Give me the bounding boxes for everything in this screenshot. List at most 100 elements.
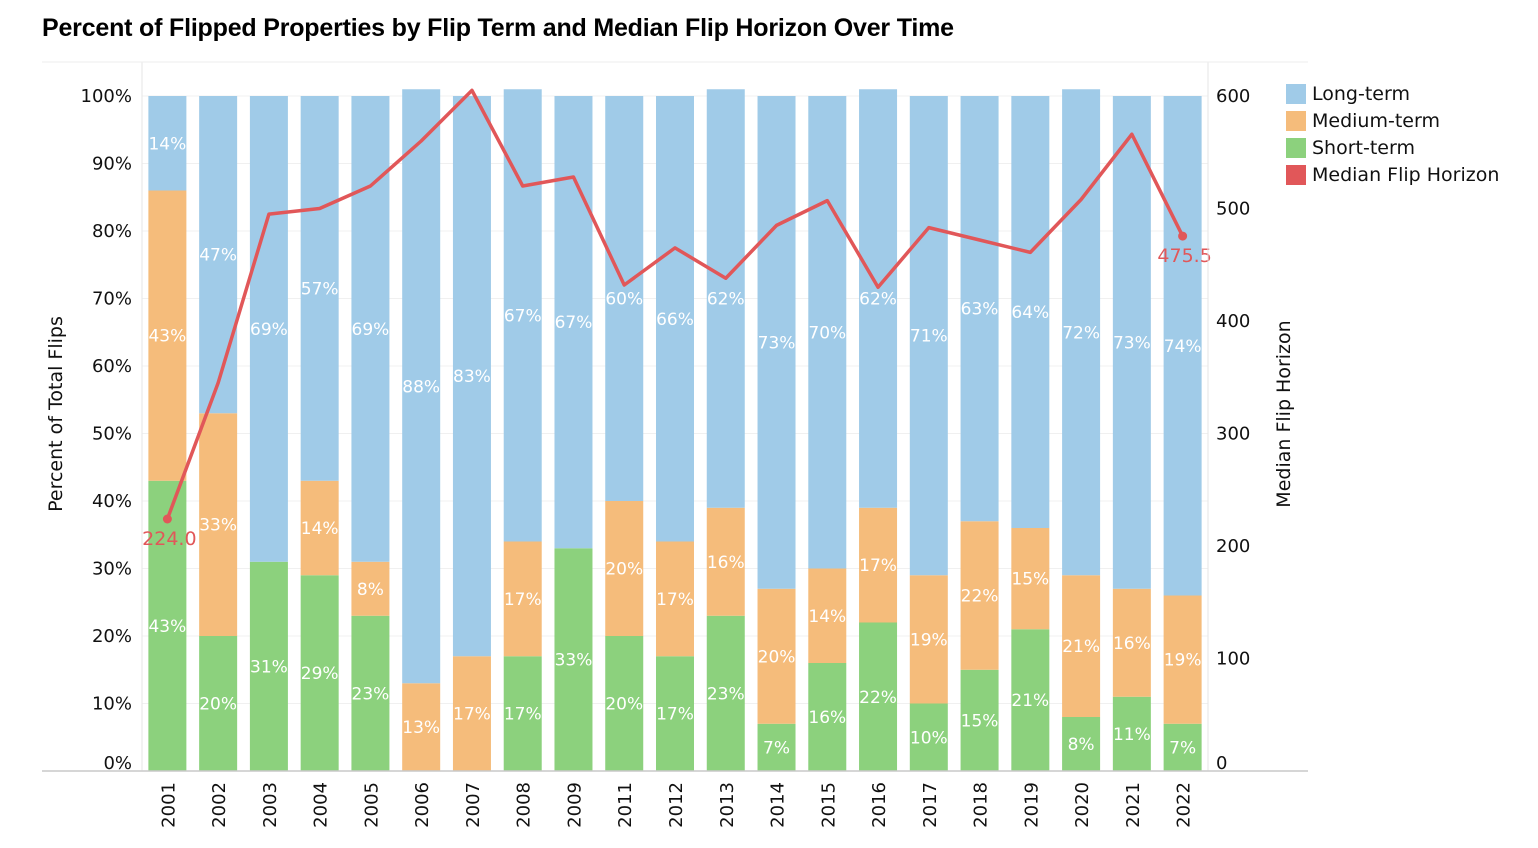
x-tick-label-2009: 2009: [564, 782, 585, 828]
segment-label-medium-term-2018: 22%: [961, 587, 999, 607]
segment-label-long-term-2014: 73%: [758, 333, 796, 353]
bar-long-term-2018: [960, 96, 999, 522]
y2-tick-label: 0: [1216, 753, 1227, 774]
bar-long-term-2004: [300, 96, 339, 481]
segment-label-short-term-2004: 29%: [301, 664, 339, 684]
bar-short-term-2011: [605, 636, 644, 771]
bar-medium-term-2012: [656, 541, 694, 657]
bar-short-term-2008: [503, 656, 542, 771]
legend: Long-term Medium-term Short-term Median …: [1286, 80, 1499, 188]
bar-short-term-2022: [1163, 723, 1202, 771]
bar-medium-term-2005: [351, 561, 390, 616]
bar-medium-term-2016: [859, 507, 898, 623]
x-tick-label-2022: 2022: [1174, 782, 1195, 828]
segment-label-short-term-2015: 16%: [808, 708, 846, 728]
segment-label-long-term-2013: 62%: [707, 290, 745, 310]
bar-short-term-2004: [300, 575, 339, 771]
legend-item-short-term[interactable]: Short-term: [1286, 134, 1499, 161]
x-tick-label-2003: 2003: [260, 782, 281, 828]
segment-label-long-term-2020: 72%: [1062, 323, 1100, 343]
segment-label-medium-term-2012: 17%: [656, 590, 694, 610]
bar-short-term-2012: [656, 656, 694, 771]
y-axis-title: Percent of Total Flips: [45, 316, 67, 512]
median-line-end-label: 224.0: [142, 528, 196, 550]
segment-label-long-term-2017: 71%: [910, 327, 948, 347]
legend-label-short-term: Short-term: [1312, 136, 1415, 159]
y2-tick-label: 300: [1216, 424, 1250, 445]
bar-long-term-2009: [554, 96, 593, 549]
segment-labels: 43% 43% 14% 20% 33% 47% 31% 69% 29% 14% 57% 23% 8% 69…: [148, 134, 1201, 758]
bar-short-term-2020: [1062, 717, 1101, 771]
bar-short-term-2002: [199, 636, 238, 771]
bar-short-term-2019: [1011, 629, 1050, 771]
bar-short-term-2003: [249, 561, 288, 771]
y-tick-label: 60%: [92, 356, 132, 377]
y-tick-label: 100%: [81, 86, 132, 107]
legend-swatch-median-flip-horizon: [1286, 164, 1306, 185]
bar-short-term-2017: [909, 703, 948, 771]
x-tick-label-2012: 2012: [666, 782, 687, 828]
segment-label-short-term-2016: 22%: [859, 688, 897, 708]
bar-long-term-2019: [1011, 96, 1050, 528]
segment-label-short-term-2012: 17%: [656, 705, 694, 725]
x-tick-label-2018: 2018: [971, 782, 992, 828]
y-tick-label: 0%: [103, 753, 132, 774]
segment-label-medium-term-2016: 17%: [859, 556, 897, 576]
segment-label-long-term-2022: 74%: [1164, 337, 1202, 357]
bar-medium-term-2011: [605, 501, 644, 636]
segment-label-medium-term-2006: 13%: [402, 718, 440, 738]
bar-long-term-2002: [199, 96, 238, 414]
segment-label-long-term-2005: 69%: [352, 320, 390, 340]
y-tick-label: 90%: [92, 154, 132, 175]
segment-label-long-term-2019: 64%: [1011, 303, 1049, 323]
x-tick-label-2002: 2002: [209, 782, 230, 828]
bar-medium-term-2020: [1062, 575, 1101, 717]
segment-label-long-term-2002: 47%: [199, 246, 237, 266]
bar-short-term-2005: [351, 615, 390, 771]
legend-label-median-flip-horizon: Median Flip Horizon: [1312, 163, 1500, 186]
bars: [148, 89, 1202, 771]
segment-label-long-term-2021: 73%: [1113, 333, 1151, 353]
segment-label-medium-term-2022: 19%: [1164, 651, 1202, 671]
x-tick-label-2001: 2001: [158, 782, 179, 828]
segment-label-short-term-2021: 11%: [1113, 725, 1151, 745]
bar-medium-term-2018: [960, 521, 999, 670]
bar-long-term-2015: [808, 96, 847, 569]
segment-label-medium-term-2014: 20%: [758, 647, 796, 667]
segment-label-long-term-2006: 88%: [402, 377, 440, 397]
bar-long-term-2016: [859, 89, 898, 508]
segment-label-medium-term-2004: 14%: [301, 519, 339, 539]
bar-short-term-2015: [808, 663, 847, 771]
axes: 0% 10% 20% 30% 40% 50% 60% 70% 80% 90% 100% 0 100 200…: [42, 61, 1308, 828]
segment-label-long-term-2008: 67%: [504, 306, 542, 326]
bar-medium-term-2013: [706, 507, 745, 616]
median-line-end-label: 475.5: [1157, 245, 1211, 267]
median-line-layer: 224.0 475.5: [142, 88, 1212, 550]
segment-label-long-term-2016: 62%: [859, 290, 897, 310]
legend-label-medium-term: Medium-term: [1312, 109, 1440, 132]
segment-label-short-term-2008: 17%: [504, 705, 542, 725]
legend-item-medium-term[interactable]: Medium-term: [1286, 107, 1499, 134]
y-tick-label: 10%: [92, 694, 132, 715]
segment-label-medium-term-2011: 20%: [605, 560, 643, 580]
segment-label-medium-term-2008: 17%: [504, 590, 542, 610]
segment-label-short-term-2005: 23%: [352, 684, 390, 704]
y2-axis-title: Median Flip Horizon: [1273, 320, 1295, 507]
bar-long-term-2007: [452, 96, 491, 657]
segment-label-short-term-2013: 23%: [707, 684, 745, 704]
segment-label-short-term-2001: 43%: [148, 617, 186, 637]
x-tick-label-2011: 2011: [615, 782, 636, 828]
segment-label-medium-term-2015: 14%: [808, 607, 846, 627]
legend-swatch-medium-term: [1286, 110, 1306, 131]
bar-long-term-2013: [706, 89, 745, 508]
segment-label-short-term-2014: 7%: [763, 738, 790, 758]
bar-short-term-2001: [148, 480, 187, 771]
segment-label-long-term-2004: 57%: [301, 279, 339, 299]
legend-item-long-term[interactable]: Long-term: [1286, 80, 1499, 107]
bar-long-term-2006: [402, 89, 441, 684]
bar-short-term-2018: [960, 669, 999, 771]
legend-item-median-flip-horizon[interactable]: Median Flip Horizon: [1286, 161, 1499, 188]
bar-medium-term-2001: [148, 190, 187, 481]
y2-tick-label: 400: [1216, 311, 1250, 332]
bar-long-term-2020: [1062, 89, 1101, 576]
